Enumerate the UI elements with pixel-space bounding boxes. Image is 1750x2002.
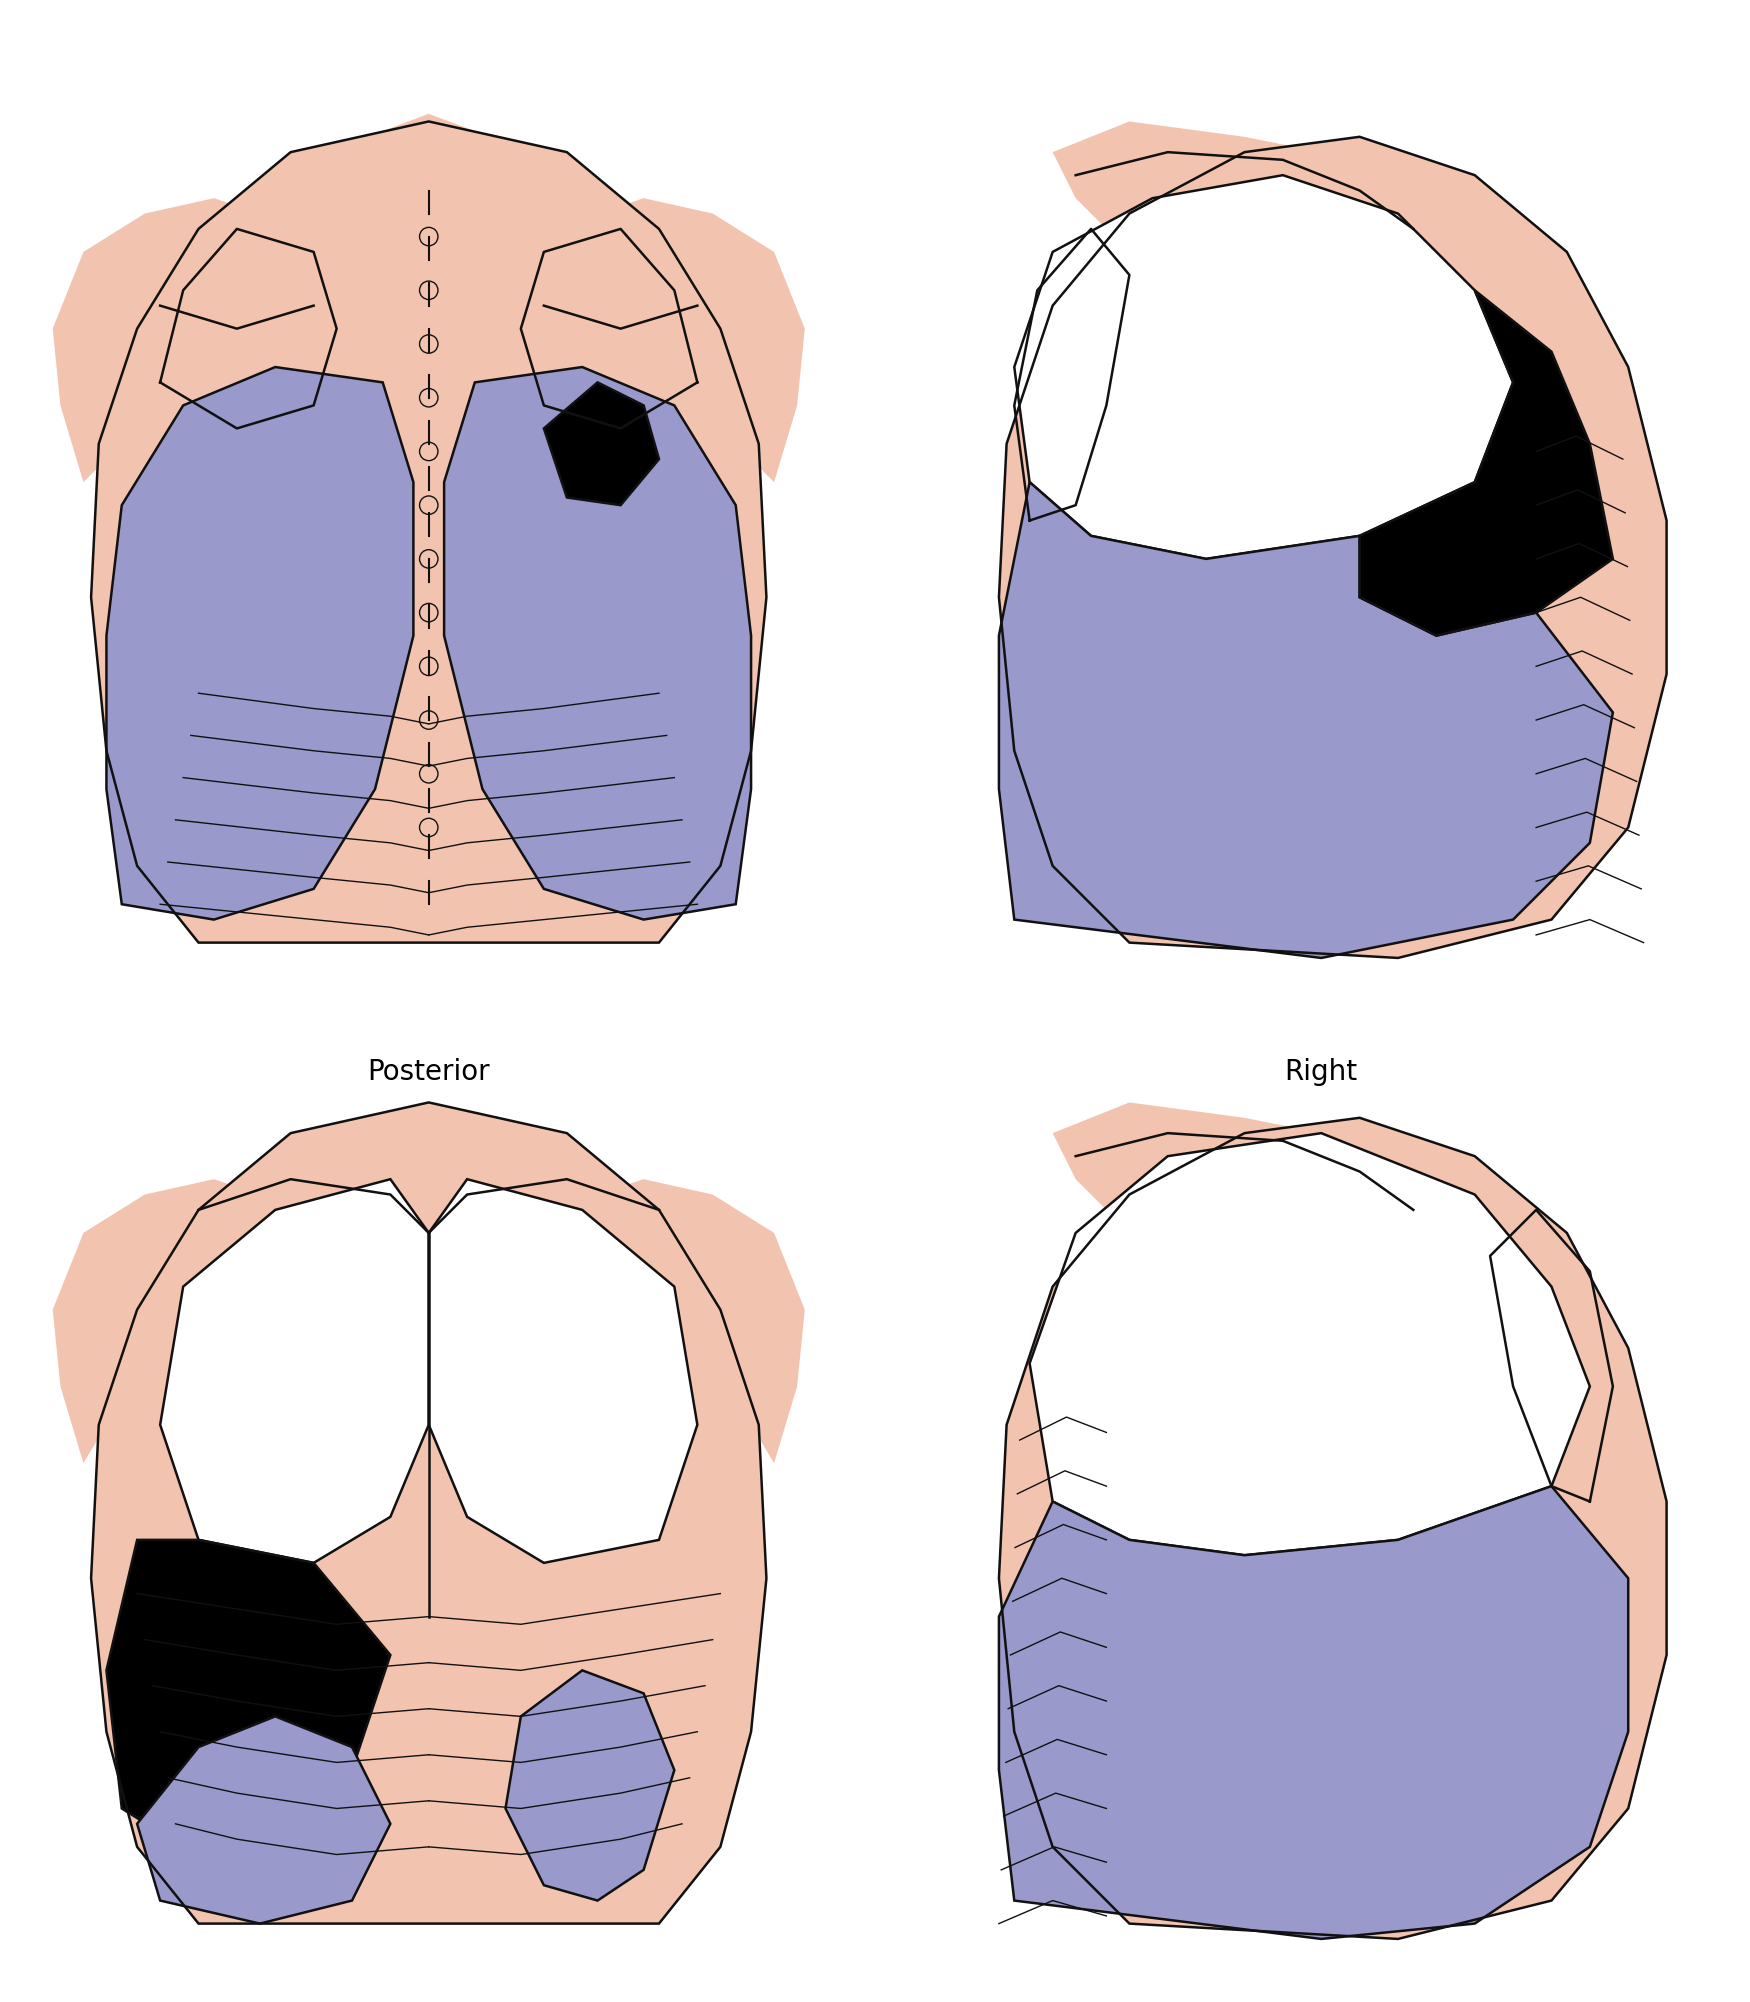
- Polygon shape: [336, 114, 522, 214]
- Polygon shape: [597, 198, 805, 482]
- Polygon shape: [91, 122, 766, 943]
- Polygon shape: [429, 1179, 696, 1564]
- Polygon shape: [52, 198, 261, 482]
- Polygon shape: [136, 1716, 390, 1924]
- Polygon shape: [999, 136, 1666, 959]
- Polygon shape: [52, 1179, 261, 1463]
- Polygon shape: [506, 1670, 674, 1900]
- Polygon shape: [1360, 290, 1614, 637]
- Polygon shape: [999, 1485, 1628, 1938]
- Polygon shape: [444, 366, 751, 919]
- Polygon shape: [161, 1179, 429, 1564]
- Polygon shape: [999, 1117, 1666, 1938]
- Polygon shape: [544, 382, 660, 505]
- Polygon shape: [597, 1179, 805, 1463]
- Polygon shape: [999, 482, 1614, 959]
- Polygon shape: [1029, 1133, 1589, 1556]
- Polygon shape: [107, 366, 413, 919]
- Polygon shape: [1054, 1103, 1321, 1233]
- Text: Posterior: Posterior: [368, 1057, 490, 1085]
- Polygon shape: [91, 1103, 766, 1924]
- Polygon shape: [107, 1540, 390, 1846]
- Polygon shape: [1054, 122, 1321, 252]
- Polygon shape: [1015, 176, 1514, 559]
- Text: Right: Right: [1284, 1057, 1358, 1085]
